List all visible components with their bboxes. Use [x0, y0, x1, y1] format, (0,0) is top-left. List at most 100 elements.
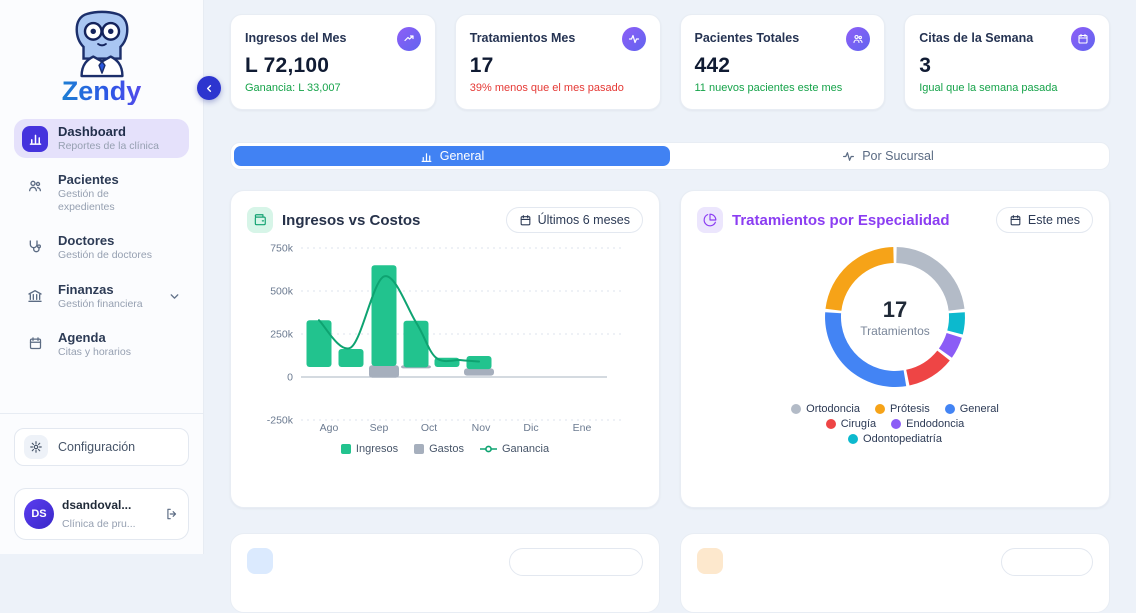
legend-dot: [944, 404, 955, 414]
legend-dot: [891, 419, 902, 429]
stat-card-tratamientos-mes: Tratamientos Mes 17 39% menos que el mes…: [454, 14, 661, 110]
donut-svg: [825, 247, 965, 387]
stat-label: Ingresos del Mes: [245, 31, 347, 45]
income-range-button[interactable]: Últimos 6 meses: [505, 207, 643, 233]
blue-card-icon: [247, 548, 273, 574]
sidebar-collapse-button[interactable]: [197, 76, 221, 100]
income-bar-line-chart: 750k 500k 250k 0 -250k Ago Sep Oct Nov Dic Ene: [267, 243, 621, 434]
stat-card-pacientes-totales: Pacientes Totales 442 11 nuevos paciente…: [679, 14, 886, 110]
legend-item: Odontopediatría: [848, 433, 942, 445]
sidebar-nav: Dashboard Reportes de la clínica Pacient…: [14, 119, 189, 373]
card-title: Ingresos vs Costos: [282, 211, 421, 229]
svg-text:250k: 250k: [270, 329, 294, 341]
brand-wordmark: Zendy: [14, 78, 189, 105]
nav-sublabel: Citas y horarios: [58, 345, 131, 358]
legend-dot: [791, 404, 802, 414]
stats-row: Ingresos del Mes L 72,100 Ganancia: L 33…: [230, 14, 1110, 110]
settings-button[interactable]: Configuración: [14, 428, 189, 466]
svg-text:750k: 750k: [270, 243, 294, 255]
nav-label: Agenda: [58, 329, 106, 345]
sidebar-item-dashboard[interactable]: Dashboard Reportes de la clínica: [14, 119, 189, 159]
tab-label: General: [439, 149, 485, 163]
legend-label: Gastos: [429, 443, 464, 455]
treatments-range-button[interactable]: Este mes: [995, 207, 1093, 233]
bottom-cards-row: [230, 533, 1110, 613]
range-label: Últimos 6 meses: [537, 213, 630, 227]
calendar-icon: [1009, 214, 1022, 227]
user-org: Clínica de pru...: [62, 518, 136, 530]
line-marker-icon: [479, 445, 497, 453]
view-tabs: General Por Sucursal: [230, 142, 1110, 170]
nav-label: Finanzas: [58, 281, 114, 297]
tab-label: Por Sucursal: [862, 149, 934, 163]
stat-value: L 72,100: [245, 54, 330, 77]
bottom-left-range-button[interactable]: [509, 548, 643, 576]
sidebar-item-finanzas[interactable]: Finanzas Gestión financiera: [14, 277, 189, 316]
legend-item: Endodoncia: [891, 418, 964, 430]
chevron-left-icon: [206, 84, 211, 92]
range-label: Este mes: [1027, 213, 1080, 227]
activity-icon: [621, 27, 646, 51]
svg-text:Ago: Ago: [320, 422, 339, 434]
stat-subtext: 39% menos que el mes pasado: [469, 82, 624, 94]
income-vs-costs-card: Ingresos vs Costos Últimos 6 meses 750k 5…: [230, 190, 660, 508]
nav-label: Dashboard: [58, 124, 126, 139]
sidebar: Zendy Dashboard Reportes de la clínica P…: [0, 0, 204, 554]
legend-dot: [825, 419, 836, 429]
pie-chart-icon: [697, 207, 723, 233]
svg-text:Dic: Dic: [523, 422, 538, 434]
nav-sublabel: Gestión de doctores: [58, 249, 152, 262]
legend-swatch: [414, 444, 425, 454]
sidebar-item-agenda[interactable]: Agenda Citas y horarios: [14, 325, 189, 364]
activity-icon: [842, 150, 855, 163]
legend-item: Prótesis: [874, 403, 930, 415]
calendar-icon: [519, 214, 532, 227]
user-name: dsandoval...: [62, 498, 132, 512]
gear-icon: [24, 435, 48, 459]
legend-dot: [874, 404, 885, 414]
users-icon: [22, 173, 48, 199]
charts-row: Ingresos vs Costos Últimos 6 meses 750k 5…: [230, 190, 1110, 508]
legend-swatch: [340, 444, 351, 454]
bottom-left-card-partial: [230, 533, 660, 613]
svg-text:-250k: -250k: [267, 415, 294, 427]
calendar-icon: [22, 331, 48, 357]
divider: [0, 413, 203, 414]
orange-card-icon: [697, 548, 723, 574]
bank-icon: [22, 283, 48, 309]
svg-text:Sep: Sep: [370, 422, 389, 434]
bottom-right-card-partial: [680, 533, 1110, 613]
tab-por-sucursal[interactable]: Por Sucursal: [670, 146, 1106, 166]
legend-item: General: [944, 403, 999, 415]
stat-card-ingresos-del-mes: Ingresos del Mes L 72,100 Ganancia: L 33…: [230, 14, 436, 110]
bottom-right-range-button[interactable]: [1001, 548, 1093, 576]
nav-label: Pacientes: [58, 172, 119, 188]
svg-text:0: 0: [287, 372, 293, 384]
stat-value: 3: [919, 54, 932, 77]
stat-label: Pacientes Totales: [694, 31, 800, 45]
sidebar-footer: Configuración DS dsandoval... Clínica de…: [0, 413, 203, 540]
sidebar-item-doctores[interactable]: Doctores Gestión de doctores: [14, 228, 189, 267]
chevron-down-icon[interactable]: [168, 290, 181, 303]
nav-sublabel: Gestión financiera: [58, 297, 143, 310]
logo: Zendy: [14, 8, 189, 105]
stethoscope-icon: [22, 234, 48, 260]
svg-text:Nov: Nov: [472, 422, 491, 434]
nav-sublabel: Gestión de expedientes: [58, 188, 115, 214]
legend-item: Cirugía: [825, 418, 876, 430]
logout-icon[interactable]: [165, 507, 179, 521]
sidebar-item-pacientes[interactable]: Pacientes Gestión de expedientes: [14, 167, 189, 219]
avatar: DS: [24, 499, 54, 529]
stat-card-citas-semana: Citas de la Semana 3 Igual que la semana…: [904, 14, 1110, 110]
settings-label: Configuración: [58, 440, 136, 454]
legend-item-ingresos: Ingresos: [340, 443, 398, 455]
user-card[interactable]: DS dsandoval... Clínica de pru...: [14, 488, 189, 540]
treatments-by-specialty-card: Tratamientos por Especialidad Este mes 1…: [680, 190, 1110, 508]
legend-dot: [848, 434, 859, 444]
main-content: Ingresos del Mes L 72,100 Ganancia: L 33…: [204, 0, 1136, 613]
svg-text:Ene: Ene: [573, 422, 592, 434]
stat-subtext: 11 nuevos pacientes este mes: [694, 82, 843, 94]
card-title: Tratamientos por Especialidad: [732, 211, 950, 229]
tab-general[interactable]: General: [234, 146, 670, 166]
treatments-donut-chart: 17 Tratamientos: [815, 243, 975, 391]
